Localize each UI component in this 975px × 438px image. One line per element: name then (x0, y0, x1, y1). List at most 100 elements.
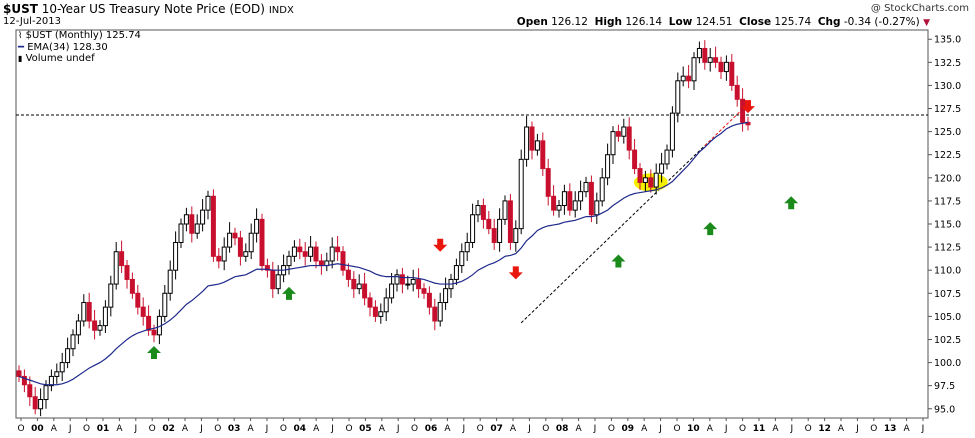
candle-body (167, 269, 173, 294)
candle-body (254, 218, 260, 234)
y-tick-label: 125.0 (934, 127, 961, 138)
legend-ema: ━ EMA(34) 128.30 (18, 42, 141, 53)
green-up-arrow-icon (703, 222, 718, 236)
instrument-name: 10-Year US Treasury Note Price (EOD) (41, 2, 265, 16)
candle-body (54, 371, 60, 377)
candle-body (734, 84, 740, 100)
candle-body (507, 200, 513, 243)
support-trendline (520, 145, 706, 324)
candle-body (329, 246, 335, 262)
candle-body (183, 214, 189, 225)
candle-body (399, 274, 405, 285)
candle-body (621, 126, 627, 137)
candle-body (356, 283, 362, 290)
candle-body (205, 195, 211, 211)
candle-body (545, 168, 551, 197)
red-down-arrow-icon (508, 266, 523, 280)
candle-body (572, 200, 578, 211)
x-tick-label: 03 (228, 424, 241, 434)
down-triangle-icon: ▼ (923, 18, 930, 28)
candle-body (21, 375, 27, 386)
symbol: $UST (3, 2, 38, 16)
candle-body (43, 385, 49, 401)
x-tick-label: 09 (622, 424, 635, 434)
chart-legend: ⌇ $UST (Monthly) 125.74 ━ EMA(34) 128.30… (18, 30, 141, 64)
candle-body (340, 251, 346, 271)
x-tick-label: A (182, 424, 189, 434)
y-tick-label: 100.0 (934, 358, 961, 369)
candle-body (718, 61, 724, 73)
legend-ema-text: EMA(34) 128.30 (27, 42, 108, 53)
candle-body (92, 320, 98, 331)
x-tick-label: A (510, 424, 517, 434)
candle-body (146, 315, 152, 331)
candle-body (610, 131, 616, 156)
x-tick-label: O (542, 424, 549, 434)
candle-body (729, 61, 735, 86)
legend-volume-text: Volume undef (25, 53, 95, 64)
x-tick-label: 08 (556, 424, 569, 434)
candle-body (275, 274, 281, 290)
candle-body (675, 80, 681, 114)
x-tick-label: J (265, 424, 269, 434)
x-tick-label: O (608, 424, 615, 434)
candle-body (259, 218, 265, 267)
x-tick-label: J (593, 424, 597, 434)
x-tick-label: A (641, 424, 648, 434)
red-down-arrow-icon (433, 238, 448, 252)
x-tick-label: J (789, 424, 793, 434)
ema-line (18, 121, 749, 386)
x-tick-label: J (330, 424, 334, 434)
candle-body (432, 306, 438, 322)
candle-body (632, 149, 638, 170)
candle-body (345, 269, 351, 280)
candle-body (497, 218, 503, 243)
candle-icon: ⌇ (18, 31, 23, 41)
candle-body (140, 306, 146, 317)
candle-body (189, 214, 195, 234)
legend-price: ⌇ $UST (Monthly) 125.74 (18, 30, 141, 42)
y-tick-label: 107.5 (934, 289, 961, 300)
x-tick-label: A (576, 424, 583, 434)
candle-body (594, 200, 600, 216)
candle-body (588, 181, 594, 216)
x-tick-label: 02 (162, 424, 175, 434)
green-up-arrow-icon (784, 196, 799, 210)
candle-body (659, 163, 665, 174)
x-tick-label: O (17, 424, 24, 434)
x-tick-label: J (396, 424, 400, 434)
x-tick-label: A (313, 424, 320, 434)
candle-body (335, 246, 341, 253)
candle-body (723, 61, 729, 73)
x-tick-label: O (805, 424, 812, 434)
x-tick-label: 04 (294, 424, 307, 434)
candle-body (81, 302, 87, 322)
candle-body (48, 375, 54, 387)
x-tick-label: J (658, 424, 662, 434)
candle-body (551, 195, 557, 211)
x-tick-label: A (51, 424, 58, 434)
candle-body (702, 47, 708, 63)
candle-body (372, 306, 378, 317)
candle-body (696, 47, 702, 59)
high-label: High (594, 16, 622, 28)
x-tick-label: O (477, 424, 484, 434)
y-tick-label: 127.5 (934, 104, 961, 115)
candle-body (480, 205, 486, 220)
x-tick-label: J (133, 424, 137, 434)
candle-body (232, 232, 238, 239)
candle-body (707, 57, 713, 63)
low-value: 124.51 (695, 16, 733, 28)
candle-body (351, 278, 357, 290)
x-tick-label: O (673, 424, 680, 434)
candle-body (302, 251, 308, 257)
candle-body (459, 251, 465, 267)
candle-body (740, 98, 746, 123)
candle-body (664, 149, 670, 165)
y-tick-label: 135.0 (934, 35, 961, 46)
chart-title: $UST 10-Year US Treasury Note Price (EOD… (3, 2, 294, 16)
candle-body (124, 265, 130, 280)
candle-body (389, 283, 395, 299)
y-tick-label: 97.5 (934, 381, 955, 392)
high-value: 126.14 (625, 16, 663, 28)
